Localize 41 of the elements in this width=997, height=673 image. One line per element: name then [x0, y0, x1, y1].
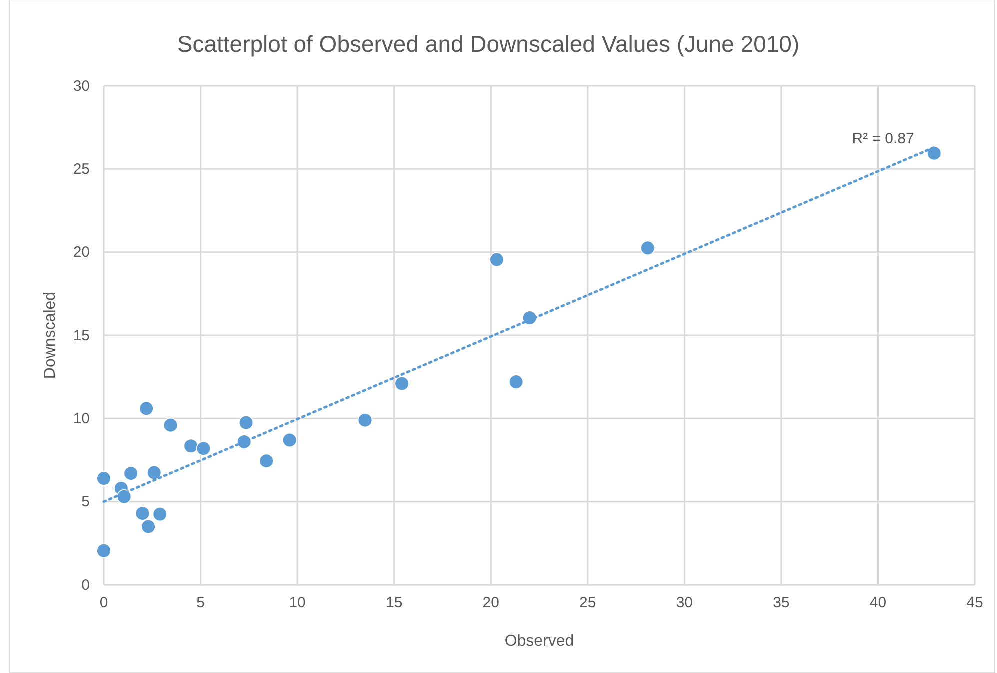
point: [147, 465, 162, 480]
point: [394, 376, 410, 392]
y-axis-title: Downscaled: [42, 292, 59, 380]
point: [152, 507, 168, 522]
x-tick-label: 0: [100, 594, 108, 612]
x-tick-label: 10: [289, 594, 306, 612]
x-tick-label: 25: [580, 594, 596, 612]
x-tick-label: 15: [386, 594, 403, 612]
point: [135, 506, 150, 521]
point: [490, 252, 504, 268]
point: [163, 418, 178, 433]
x-axis-title: Observed: [504, 633, 574, 650]
x-tick-label: 20: [482, 594, 500, 612]
x-tick-label: 5: [196, 594, 205, 612]
point: [508, 374, 524, 390]
y-tick-label: 25: [73, 160, 90, 178]
y-tick-label: 5: [82, 494, 90, 511]
chart-title: Scatterplot of Observed and Downscaled Values (June 2010): [177, 31, 800, 57]
point: [358, 413, 373, 428]
point: [640, 240, 656, 256]
point: [282, 432, 298, 448]
y-tick-label: 20: [73, 244, 90, 262]
x-tick-label: 35: [773, 594, 790, 612]
x-tick-label: 30: [676, 594, 694, 612]
point: [96, 471, 112, 486]
point: [259, 454, 274, 468]
annotation: R² = 0.87: [852, 130, 914, 148]
point: [184, 438, 198, 454]
point: [196, 441, 211, 456]
y-tick-label: 10: [73, 410, 90, 428]
point: [124, 466, 138, 481]
point: [139, 401, 154, 416]
x-tick-label: 40: [870, 594, 887, 612]
y-tick-label: 30: [73, 78, 90, 95]
y-tick-label: 15: [73, 327, 90, 344]
y-tick-label: 0: [82, 576, 90, 594]
x-tick-label: 45: [966, 594, 984, 612]
point: [141, 519, 156, 534]
point: [927, 146, 942, 161]
point: [96, 544, 112, 558]
point: [238, 416, 254, 430]
